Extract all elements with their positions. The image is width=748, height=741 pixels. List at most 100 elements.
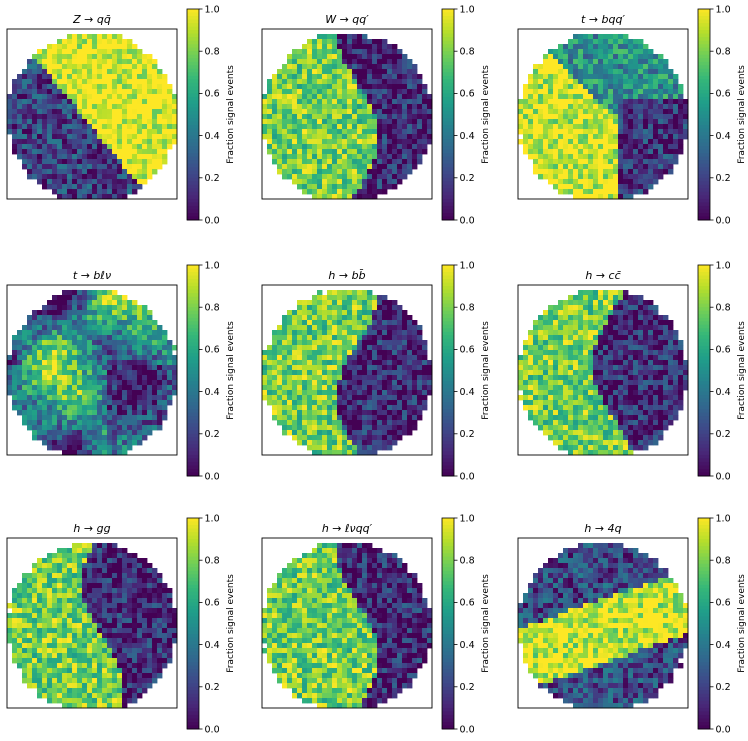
heatmap-cell: [297, 134, 303, 140]
heatmap-cell: [137, 425, 143, 431]
heatmap-cell: [322, 295, 328, 301]
heatmap-cell: [628, 154, 634, 160]
heatmap-cell: [372, 179, 378, 185]
heatmap-cell: [77, 194, 83, 200]
heatmap-cell: [317, 360, 323, 366]
heatmap-cell: [372, 350, 378, 356]
heatmap-cell: [362, 134, 368, 140]
heatmap-cell: [112, 445, 118, 451]
heatmap-cell: [167, 395, 173, 401]
heatmap-cell: [102, 119, 108, 125]
heatmap-cell: [573, 124, 579, 130]
heatmap-cell: [317, 335, 323, 341]
colorbar-segment: [698, 146, 710, 151]
heatmap-cell: [152, 79, 158, 85]
heatmap-cell: [528, 415, 534, 421]
heatmap-cell: [653, 114, 659, 120]
heatmap-cell: [618, 169, 624, 175]
heatmap-cell: [362, 365, 368, 371]
heatmap-cell: [543, 69, 549, 75]
heatmap-cell: [307, 320, 313, 326]
heatmap-cell: [122, 325, 128, 331]
heatmap-cell: [638, 104, 644, 110]
heatmap-cell: [92, 99, 98, 105]
heatmap-cell: [558, 124, 564, 130]
heatmap-cell: [663, 99, 669, 105]
heatmap-cell: [342, 139, 348, 145]
heatmap-cell: [307, 64, 313, 70]
heatmap-cell: [638, 154, 644, 160]
heatmap-cell: [633, 44, 639, 50]
heatmap-cell: [628, 99, 634, 105]
heatmap-cell: [372, 104, 378, 110]
heatmap-cell: [112, 395, 118, 401]
heatmap-cell: [528, 390, 534, 396]
heatmap-cell: [568, 84, 574, 90]
heatmap-cell: [327, 365, 333, 371]
colorbar-segment: [442, 338, 454, 343]
heatmap-cell: [57, 149, 63, 155]
heatmap-cell: [332, 385, 338, 391]
heatmap-cell: [77, 124, 83, 130]
heatmap-cell: [588, 139, 594, 145]
heatmap-cell: [533, 104, 539, 110]
heatmap-cell: [107, 134, 113, 140]
heatmap-cell: [87, 395, 93, 401]
heatmap-cell: [72, 395, 78, 401]
heatmap-cell: [553, 79, 559, 85]
heatmap-cell: [563, 174, 569, 180]
heatmap-cell: [137, 335, 143, 341]
heatmap-cell: [553, 174, 559, 180]
colorbar-segment: [442, 328, 454, 333]
heatmap-cell: [127, 44, 133, 50]
heatmap-cell: [548, 114, 554, 120]
heatmap-cell: [357, 430, 363, 436]
heatmap-cell: [578, 84, 584, 90]
heatmap-cell: [92, 305, 98, 311]
heatmap-cell: [37, 59, 43, 65]
heatmap-cell: [37, 340, 43, 346]
heatmap-cell: [262, 124, 268, 130]
heatmap-cell: [593, 99, 599, 105]
heatmap-cell: [402, 415, 408, 421]
heatmap-cell: [583, 144, 589, 150]
heatmap-cell: [543, 94, 549, 100]
heatmap-cell: [167, 109, 173, 115]
heatmap-cell: [72, 154, 78, 160]
heatmap-cell: [87, 114, 93, 120]
heatmap-cell: [382, 310, 388, 316]
heatmap-cell: [397, 385, 403, 391]
colorbar-segment: [698, 153, 710, 158]
heatmap-cell: [382, 59, 388, 65]
heatmap-cell: [92, 74, 98, 80]
heatmap-cell: [352, 174, 358, 180]
heatmap-cell: [142, 124, 148, 130]
heatmap-cell: [302, 305, 308, 311]
heatmap-cell: [302, 380, 308, 386]
heatmap-cell: [327, 64, 333, 70]
heatmap-cell: [32, 380, 38, 386]
heatmap-cell: [267, 149, 273, 155]
heatmap-cell: [287, 54, 293, 60]
heatmap-cell: [372, 300, 378, 306]
heatmap-cell: [357, 134, 363, 140]
heatmap-cell: [332, 149, 338, 155]
heatmap-cell: [317, 385, 323, 391]
heatmap-cell: [412, 355, 418, 361]
heatmap-cell: [382, 104, 388, 110]
heatmap-cell: [327, 164, 333, 170]
heatmap-cell: [62, 400, 68, 406]
heatmap-cell: [57, 305, 63, 311]
colorbar-tick-label: 0.2: [205, 429, 220, 440]
heatmap-cell: [367, 380, 373, 386]
heatmap-cell: [683, 119, 689, 125]
heatmap-cell: [407, 119, 413, 125]
heatmap-cell: [272, 119, 278, 125]
heatmap-cell: [312, 310, 318, 316]
heatmap-cell: [32, 415, 38, 421]
heatmap-cell: [57, 315, 63, 321]
heatmap-cell: [362, 380, 368, 386]
heatmap-cell: [67, 64, 73, 70]
heatmap-cell: [147, 164, 153, 170]
heatmap-cell: [292, 435, 298, 441]
